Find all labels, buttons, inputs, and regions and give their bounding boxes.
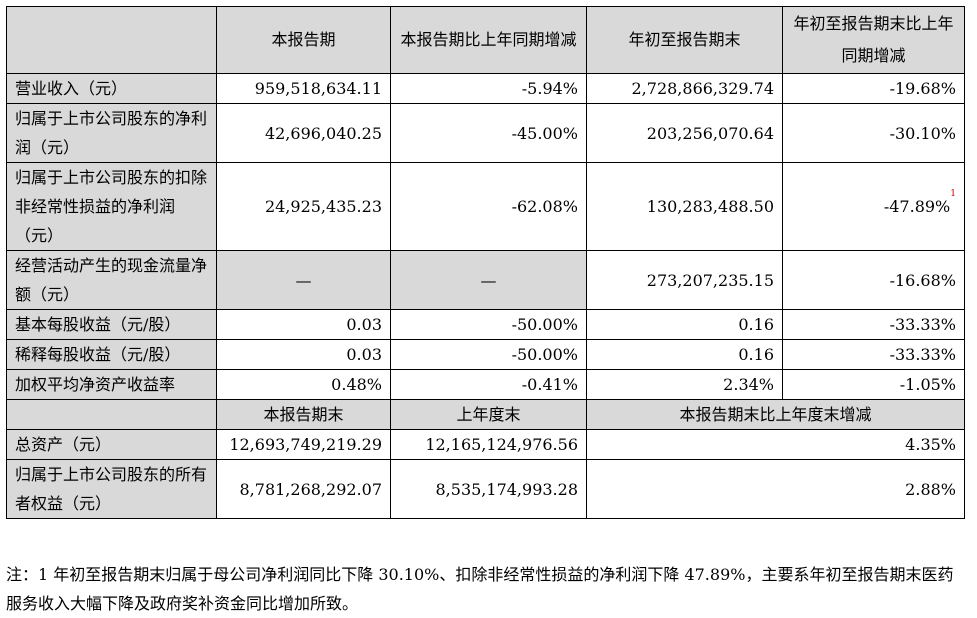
table-row: 经营活动产生的现金流量净额（元） — — 273,207,235.15 -16.…: [6, 250, 965, 310]
header-current-period-yoy: 本报告期比上年同期增减: [390, 6, 587, 74]
cell-value: 0.16: [586, 309, 783, 340]
table-row: 归属于上市公司股东的净利润（元） 42,696,040.25 -45.00% 2…: [6, 103, 965, 163]
table-row: 稀释每股收益（元/股） 0.03 -50.00% 0.16 -33.33%: [6, 339, 965, 370]
cell-value: 273,207,235.15: [586, 250, 783, 310]
cell-value: -5.94%: [390, 73, 587, 104]
cell-value: -45.00%: [390, 103, 587, 163]
cell-value: 130,283,488.50: [586, 162, 783, 251]
cell-value: 2.34%: [586, 369, 783, 400]
cell-value: 0.48%: [216, 369, 391, 400]
row-label: 营业收入（元）: [6, 73, 217, 104]
footnote-text: 注：1 年初至报告期末归属于母公司净利润同比下降 30.10%、扣除非经常性损益…: [6, 565, 954, 613]
cell-value: -50.00%: [390, 339, 587, 370]
cell-value: 203,256,070.64: [586, 103, 783, 163]
header-current-period: 本报告期: [216, 6, 391, 74]
cell-value: 12,165,124,976.56: [390, 429, 587, 460]
cell-value: 24,925,435.23: [216, 162, 391, 251]
header2-period-end: 本报告期末: [216, 399, 391, 430]
row-label: 总资产（元）: [6, 429, 217, 460]
table-row: 归属于上市公司股东的所有者权益（元） 8,781,268,292.07 8,53…: [6, 459, 965, 519]
cell-value: 2,728,866,329.74: [586, 73, 783, 104]
cell-value: -1.05%: [782, 369, 965, 400]
cell-value: 0.16: [586, 339, 783, 370]
cell-value: 12,693,749,219.29: [216, 429, 391, 460]
cell-value: 0.03: [216, 339, 391, 370]
cell-value: -30.10%: [782, 103, 965, 163]
cell-value-with-footnote: -47.89%1: [782, 162, 965, 251]
cell-dash: —: [216, 250, 391, 310]
header2-prior-year-end: 上年度末: [390, 399, 587, 430]
header-row-2: 本报告期末 上年度末 本报告期末比上年度末增减: [6, 399, 965, 430]
row-label: 归属于上市公司股东的净利润（元）: [6, 103, 217, 163]
footnote-marker: 1: [950, 189, 956, 199]
cell-value: -47.89%: [883, 197, 951, 216]
row-label: 基本每股收益（元/股）: [6, 309, 217, 340]
cell-value: 0.03: [216, 309, 391, 340]
table-row: 基本每股收益（元/股） 0.03 -50.00% 0.16 -33.33%: [6, 309, 965, 340]
cell-value: -33.33%: [782, 339, 965, 370]
cell-value: 8,535,174,993.28: [390, 459, 587, 519]
header-corner-cell: [6, 6, 217, 74]
cell-value: -16.68%: [782, 250, 965, 310]
cell-value: -33.33%: [782, 309, 965, 340]
table-row: 归属于上市公司股东的扣除非经常性损益的净利润（元） 24,925,435.23 …: [6, 162, 965, 251]
header-ytd: 年初至报告期末: [586, 6, 783, 74]
row-label: 稀释每股收益（元/股）: [6, 339, 217, 370]
table-row: 加权平均净资产收益率 0.48% -0.41% 2.34% -1.05%: [6, 369, 965, 400]
row-label: 加权平均净资产收益率: [6, 369, 217, 400]
header-ytd-yoy: 年初至报告期末比上年同期增减: [782, 6, 965, 74]
cell-value: 2.88%: [586, 459, 965, 519]
header-row: 本报告期 本报告期比上年同期增减 年初至报告期末 年初至报告期末比上年同期增减: [6, 6, 965, 74]
row-label: 归属于上市公司股东的所有者权益（元）: [6, 459, 217, 519]
cell-value: -50.00%: [390, 309, 587, 340]
cell-value: -19.68%: [782, 73, 965, 104]
financial-data-table: 本报告期 本报告期比上年同期增减 年初至报告期末 年初至报告期末比上年同期增减 …: [6, 6, 965, 519]
header2-change: 本报告期末比上年度末增减: [586, 399, 965, 430]
cell-value: -0.41%: [390, 369, 587, 400]
cell-value: 4.35%: [586, 429, 965, 460]
cell-value: 42,696,040.25: [216, 103, 391, 163]
table-row: 总资产（元） 12,693,749,219.29 12,165,124,976.…: [6, 429, 965, 460]
row-label: 归属于上市公司股东的扣除非经常性损益的净利润（元）: [6, 162, 217, 251]
cell-dash: —: [390, 250, 587, 310]
cell-value: -62.08%: [390, 162, 587, 251]
header2-corner-cell: [6, 399, 217, 430]
cell-value: 959,518,634.11: [216, 73, 391, 104]
cell-value: 8,781,268,292.07: [216, 459, 391, 519]
table-row: 营业收入（元） 959,518,634.11 -5.94% 2,728,866,…: [6, 73, 965, 104]
row-label: 经营活动产生的现金流量净额（元）: [6, 250, 217, 310]
